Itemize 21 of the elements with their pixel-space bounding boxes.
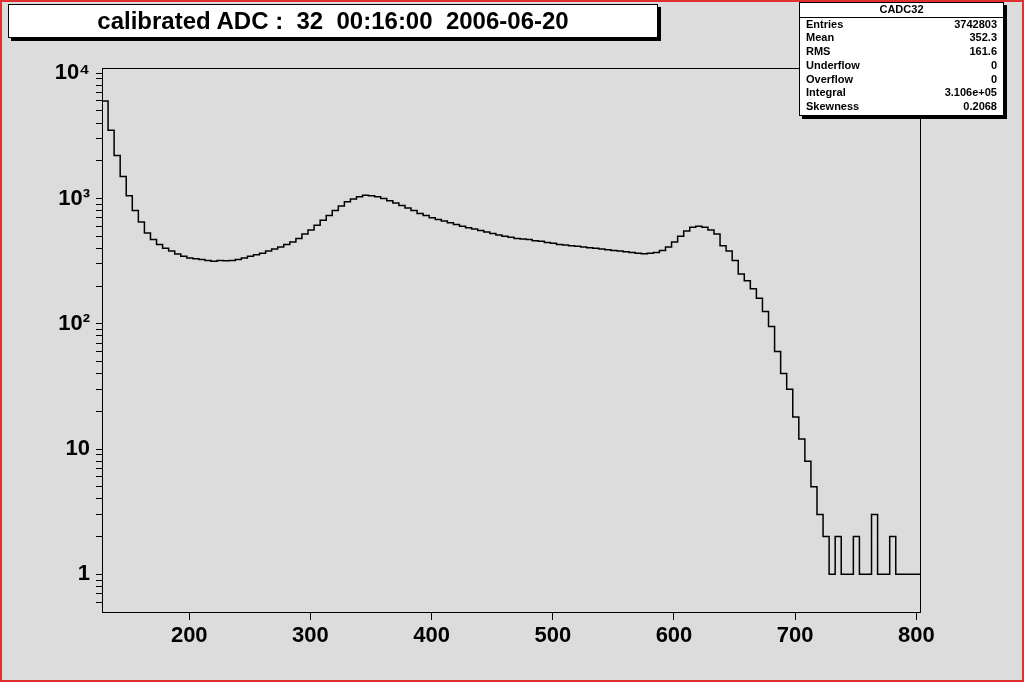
text: Underflow 0 <box>806 58 997 71</box>
text: Overflow 0 <box>806 72 997 85</box>
text: CADC32 <box>800 3 1003 18</box>
y-tick-label: 10² <box>58 309 90 335</box>
text: Mean 352.3 <box>806 31 997 44</box>
text: RMS 161.6 <box>806 45 997 58</box>
chart-title: calibrated ADC : 32 00:16:00 2006-06-20 <box>8 4 658 38</box>
x-tick-label: 600 <box>655 622 693 648</box>
x-tick-label: 300 <box>292 622 329 648</box>
y-tick-label: 10⁴ <box>54 59 90 85</box>
x-tick-label: 200 <box>170 622 208 648</box>
x-tick-label: 700 <box>776 622 814 648</box>
y-tick-label: 10 <box>65 435 90 461</box>
y-tick-label: 1 <box>77 560 90 586</box>
x-tick-label: 800 <box>898 622 935 648</box>
x-tick-label: 400 <box>413 622 450 648</box>
text: Integral 3.106e+05 <box>806 86 997 99</box>
text: Skewness 0.2068 <box>806 99 997 112</box>
x-tick-label: 500 <box>534 622 572 648</box>
y-tick-label: 10³ <box>58 184 90 210</box>
text: Entries 3742803 <box>806 17 997 30</box>
